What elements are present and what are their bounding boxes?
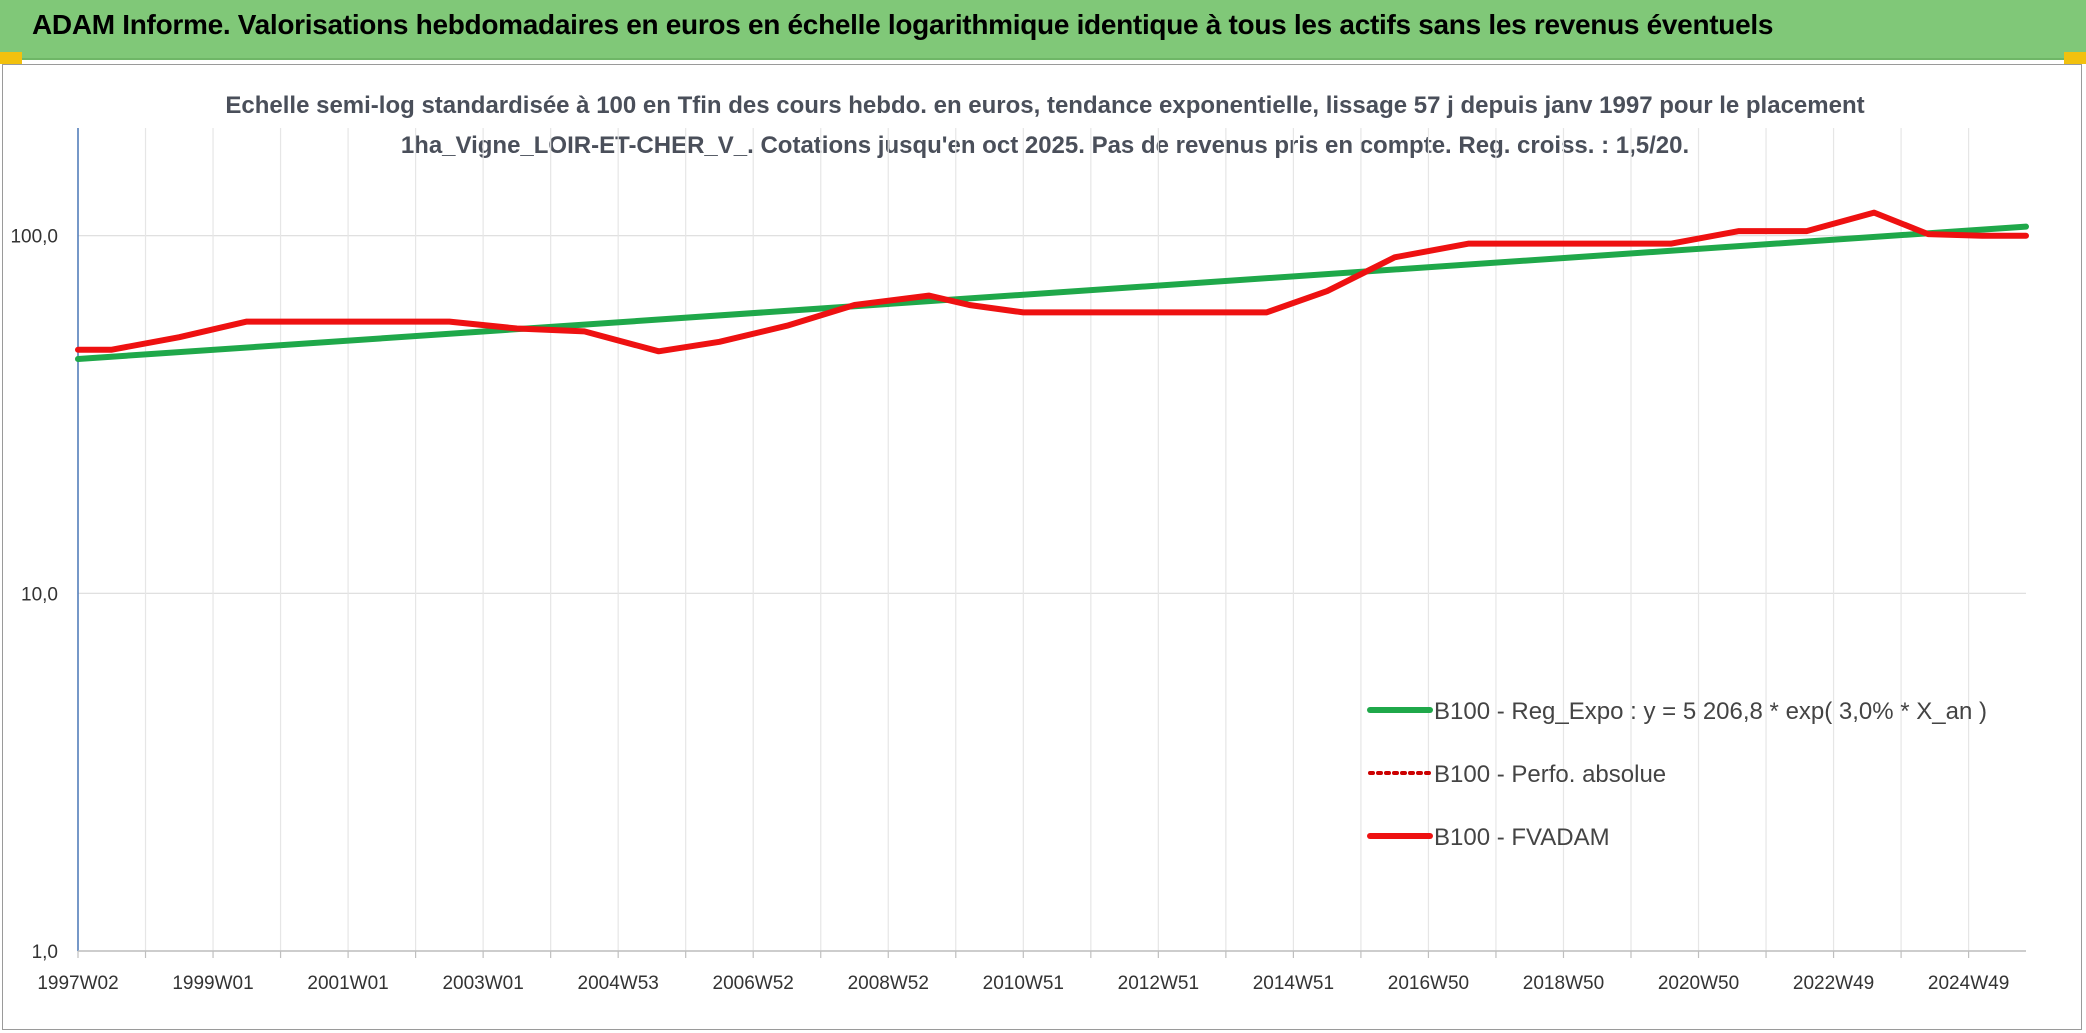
chart-title: Echelle semi-log standardisée à 100 en T… (225, 92, 1865, 159)
y-axis: 1,0 10,0 100,0 (10, 128, 79, 963)
legend-label-2: B100 - FVADAM (1434, 824, 1610, 851)
x-tick-label: 1999W01 (172, 973, 253, 994)
x-tick-label: 2012W51 (1118, 973, 1199, 994)
report-title: ADAM Informe. Valorisations hebdomadaire… (32, 9, 1774, 40)
legend-label-0: B100 - Reg_Expo : y = 5 206,8 * exp( 3,0… (1434, 698, 1987, 725)
x-axis: 1997W02 1999W01 2001W01 2003W01 2004W53 2006W… (37, 950, 2026, 994)
x-tick-label: 2022W49 (1793, 973, 1874, 994)
x-tick-label: 2001W01 (307, 973, 388, 994)
x-tick-label: 2024W49 (1928, 973, 2009, 994)
series-layer (75, 209, 2029, 362)
legend: B100 - Reg_Expo : y = 5 206,8 * exp( 3,0… (1367, 698, 1987, 851)
report-header: ADAM Informe. Valorisations hebdomadaire… (0, 0, 2086, 60)
series-line-2 (75, 209, 2029, 355)
y-tick-label: 1,0 (32, 942, 58, 963)
right-corner-marker (2064, 52, 2086, 64)
x-tick-label: 2003W01 (442, 973, 523, 994)
x-tick-label: 2006W52 (713, 973, 794, 994)
y-tick-label: 10,0 (21, 584, 58, 605)
gridlines (77, 128, 2026, 952)
x-tick-label: 2014W51 (1253, 973, 1334, 994)
legend-label-1: B100 - Perfo. absolue (1434, 761, 1666, 788)
x-tick-label: 2018W50 (1523, 973, 1604, 994)
x-tick-label: 2010W51 (983, 973, 1064, 994)
chart-frame (2, 64, 2082, 1030)
left-corner-marker (0, 52, 22, 64)
series-line-0 (75, 223, 2029, 362)
x-tick-label: 1997W02 (37, 973, 118, 994)
y-tick-label: 100,0 (10, 227, 58, 248)
x-tick-label: 2020W50 (1658, 973, 1739, 994)
x-tick-label: 2016W50 (1388, 973, 1469, 994)
x-tick-label: 2008W52 (848, 973, 929, 994)
x-tick-label: 2004W53 (578, 973, 659, 994)
